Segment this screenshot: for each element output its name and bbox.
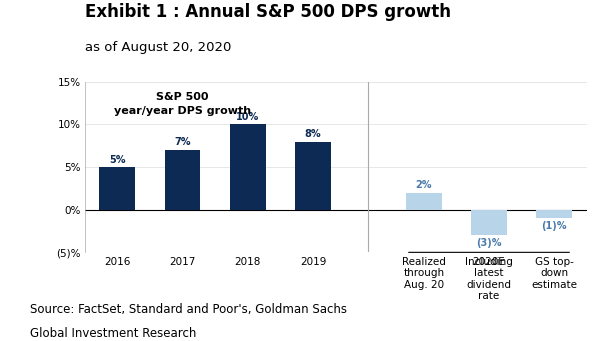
Bar	[295, 142, 331, 210]
Text: Exhibit 1 : Annual S&P 500 DPS growth: Exhibit 1 : Annual S&P 500 DPS growth	[85, 3, 451, 21]
Text: 2%: 2%	[416, 180, 432, 190]
Text: 7%: 7%	[174, 137, 191, 147]
Text: Source: FactSet, Standard and Poor's, Goldman Sachs: Source: FactSet, Standard and Poor's, Go…	[30, 303, 347, 316]
Text: 8%: 8%	[305, 129, 321, 139]
Bar	[165, 150, 200, 210]
Text: S&P 500: S&P 500	[156, 92, 209, 102]
Bar	[406, 193, 442, 210]
Bar	[99, 167, 136, 210]
Text: Global Investment Research: Global Investment Research	[30, 327, 197, 340]
Bar	[536, 210, 572, 218]
Text: as of August 20, 2020: as of August 20, 2020	[85, 41, 231, 54]
Text: (3)%: (3)%	[476, 238, 502, 248]
Bar	[230, 124, 266, 210]
Text: 5%: 5%	[109, 154, 126, 165]
Text: 2020E: 2020E	[473, 257, 505, 267]
Text: year/year DPS growth: year/year DPS growth	[114, 106, 251, 116]
Text: (1)%: (1)%	[541, 221, 567, 231]
Bar	[471, 210, 507, 235]
Text: 10%: 10%	[236, 112, 260, 122]
